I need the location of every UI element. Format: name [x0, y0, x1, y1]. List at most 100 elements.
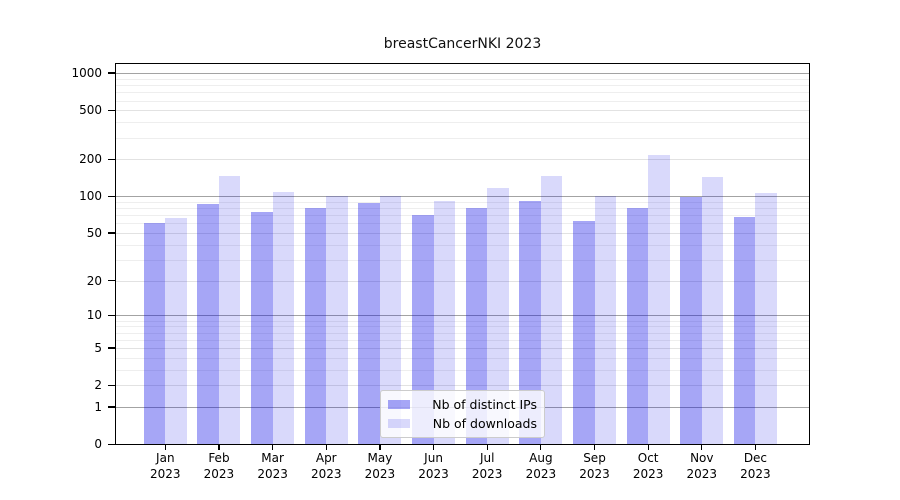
gridline-2 [115, 385, 810, 387]
bar-mar-downloads [272, 192, 295, 445]
y-tick-label-20: 20 [86, 273, 102, 288]
gridline-5 [115, 348, 810, 350]
bar-dec-downloads [755, 192, 777, 445]
bar-nov-downloads [701, 176, 724, 445]
gridline-minor-70 [115, 215, 810, 217]
x-tick-label-dec: Dec 2023 [740, 451, 771, 481]
y-tick-5 [108, 347, 115, 349]
chart-title: breastCancerNKI 2023 [383, 36, 542, 52]
y-tick-2 [108, 384, 115, 386]
bar-aug-downloads [540, 175, 563, 445]
x-tick-oct [647, 444, 649, 450]
legend-item-distinct-ips: Nb of distinct IPs [388, 397, 537, 412]
bar-mar-distinct-ips [251, 211, 273, 445]
x-tick-label-feb: Feb 2023 [203, 451, 235, 481]
x-tick-jun [432, 444, 435, 450]
legend-label-distinct-ips: Nb of distinct IPs [432, 397, 537, 412]
y-tick-1000 [108, 72, 115, 74]
bar-jul-downloads [487, 188, 509, 445]
gridline-minor-800 [115, 85, 810, 87]
gridline-minor-600 [115, 100, 810, 102]
x-tick-apr [325, 444, 327, 450]
bar-oct-downloads [648, 154, 670, 445]
gridline-minor-6 [115, 339, 810, 341]
gridline-minor-3 [115, 369, 810, 371]
y-tick-50 [108, 232, 115, 234]
plot-area [115, 62, 810, 445]
gridline-minor-900 [115, 78, 810, 80]
y-tick-0 [108, 443, 115, 445]
gridline-minor-7 [115, 332, 810, 334]
x-tick-dec [754, 444, 757, 450]
gridline-1000 [115, 73, 810, 75]
gridline-200 [115, 159, 810, 161]
gridline-minor-80 [115, 208, 810, 210]
bar-may-downloads [379, 196, 402, 445]
x-tick-may [379, 444, 381, 450]
y-tick-label-100: 100 [79, 189, 102, 204]
gridline-minor-400 [115, 122, 810, 124]
bar-jan-downloads [165, 217, 187, 445]
y-tick-200 [108, 158, 115, 161]
y-tick-20 [108, 280, 115, 282]
bar-feb-downloads [218, 175, 241, 445]
y-tick-10 [108, 314, 115, 317]
x-tick-aug [540, 444, 542, 450]
x-tick-label-nov: Nov 2023 [686, 451, 718, 481]
y-tick-label-1: 1 [94, 400, 102, 415]
bar-may-distinct-ips [358, 203, 380, 445]
bar-jun-downloads [433, 200, 456, 445]
bar-nov-distinct-ips [680, 197, 702, 445]
y-tick-label-50: 50 [86, 226, 102, 241]
x-tick-jul [486, 444, 488, 450]
bar-oct-distinct-ips [626, 208, 649, 445]
x-tick-label-jan: Jan 2023 [150, 451, 181, 481]
x-tick-nov [701, 444, 703, 450]
gridline-minor-9 [115, 320, 810, 322]
bar-apr-distinct-ips [304, 208, 327, 445]
gridline-minor-700 [115, 92, 810, 94]
bar-apr-downloads [326, 196, 348, 445]
gridline-10 [115, 315, 810, 317]
gridline-minor-60 [115, 223, 810, 225]
bar-jun-distinct-ips [412, 215, 434, 445]
gridline-500 [115, 110, 810, 112]
legend-label-downloads: Nb of downloads [432, 416, 537, 431]
x-tick-sep [593, 444, 596, 450]
x-tick-label-apr: Apr 2023 [310, 451, 342, 481]
x-tick-label-jul: Jul 2023 [471, 451, 503, 481]
y-tick-label-5: 5 [94, 341, 102, 356]
bar-sep-downloads [594, 195, 616, 445]
gridline-minor-8 [115, 326, 810, 328]
bar-sep-distinct-ips [573, 220, 595, 445]
legend: Nb of distinct IPs Nb of downloads [380, 390, 545, 438]
gridline-20 [115, 280, 810, 282]
bar-aug-distinct-ips [519, 200, 541, 445]
x-tick-label-aug: Aug 2023 [525, 451, 557, 481]
bar-dec-distinct-ips [733, 216, 756, 445]
y-tick-500 [108, 109, 115, 111]
x-tick-feb [218, 444, 220, 450]
gridline-minor-30 [115, 259, 810, 261]
legend-item-downloads: Nb of downloads [388, 416, 537, 431]
y-tick-label-200: 200 [79, 152, 102, 167]
gridline-minor-40 [115, 244, 810, 246]
gridline-minor-300 [115, 137, 810, 139]
gridline-minor-90 [115, 201, 810, 203]
x-tick-label-sep: Sep 2023 [579, 451, 610, 481]
y-tick-label-2: 2 [94, 378, 102, 393]
y-tick-label-0: 0 [94, 437, 102, 452]
gridline-50 [115, 233, 810, 235]
x-tick-jan [164, 444, 166, 450]
bar-jan-distinct-ips [143, 223, 166, 445]
x-tick-label-may: May 2023 [364, 451, 396, 481]
x-tick-label-oct: Oct 2023 [632, 451, 664, 481]
x-tick-label-jun: Jun 2023 [418, 451, 449, 481]
bar-feb-distinct-ips [197, 203, 219, 445]
y-tick-1 [108, 406, 115, 408]
x-tick-mar [271, 444, 274, 450]
gridline-minor-4 [115, 357, 810, 359]
y-tick-label-1000: 1000 [71, 66, 102, 81]
x-tick-label-mar: Mar 2023 [257, 451, 288, 481]
